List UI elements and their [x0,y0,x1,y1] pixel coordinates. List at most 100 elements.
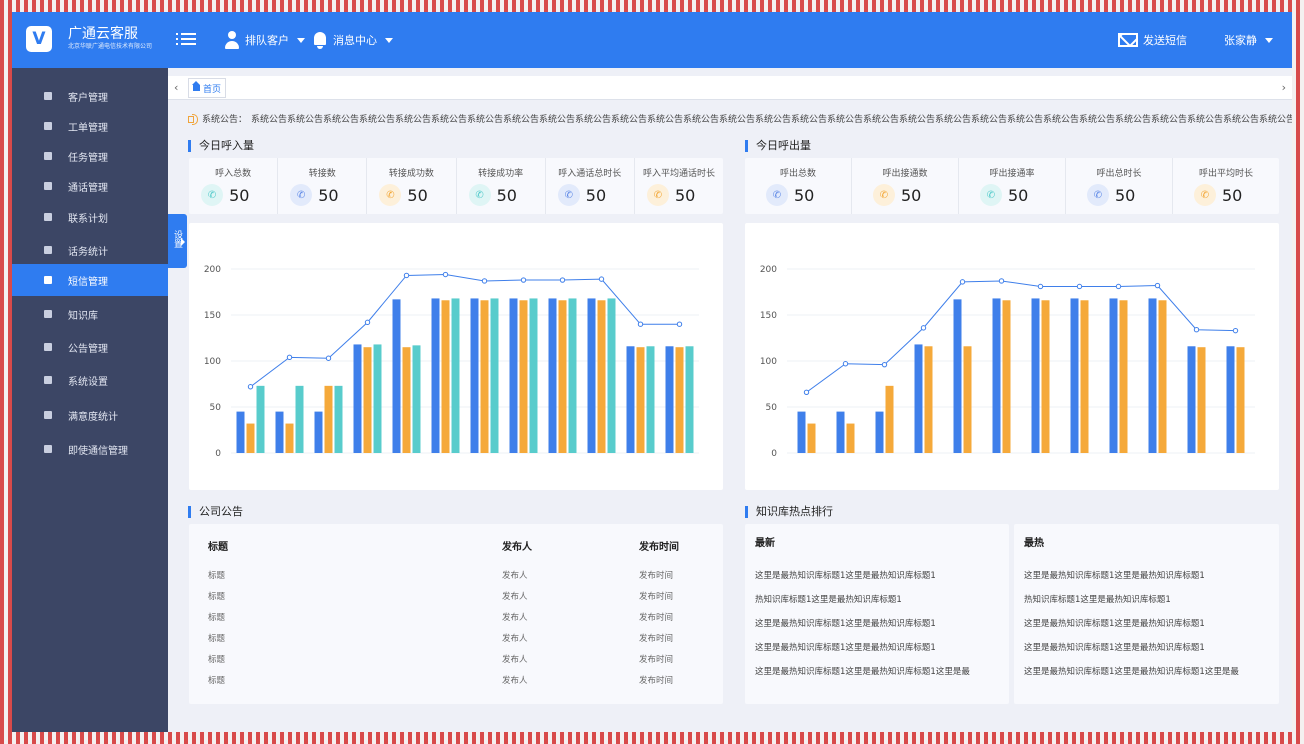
chat-icon [44,445,52,453]
bar-series-0-4 [392,299,401,453]
sidebar-item-sms[interactable]: 短信管理 [12,264,168,296]
document-icon [44,343,52,351]
stat-label: 呼出接通率 [989,169,1035,179]
sidebar-item-call-stats[interactable]: 话务统计 [12,234,168,266]
inbound-stat-1: 转接数 ✆ 50 [278,158,368,214]
user-menu[interactable]: 张家静 [1224,30,1273,50]
bar-series-0-9 [1148,298,1157,453]
sidebar-item-customers[interactable]: 客户管理 [12,80,168,112]
line-point-7 [520,277,527,283]
list-item[interactable]: 这里是最热知识库标题1这里是最热知识库标题1 [1024,643,1205,653]
bar-series-1-9 [1158,300,1167,453]
line-point-8 [1115,283,1122,290]
row-publish-time: 发布时间 [639,655,674,665]
stat-label: 呼出接通数 [882,169,928,179]
row-publisher: 发布人 [502,655,528,665]
sidebar-item-label: 知识库 [68,310,98,322]
list-item[interactable]: 这里是最热知识库标题1这里是最热知识库标题1 [1024,619,1205,629]
menu-toggle-icon[interactable] [176,30,196,48]
top-navbar: V 广通云客服 北京华联广通电信技术有限公司 排队客户 消息中心 发送短信 张家… [12,12,1292,68]
settings-side-tab[interactable]: 设置 [168,214,187,268]
speaker-icon [188,114,198,125]
inbound-stat-3: 转接成功率 ✆ 50 [457,158,546,214]
sidebar-item-label: 任务管理 [68,152,108,164]
chevron-down-icon [385,37,393,43]
list-item[interactable]: 这里是最热知识库标题1这里是最热知识库标题1 [755,643,936,653]
tabs-scroll-left-icon[interactable]: ‹ [174,81,179,94]
line-point-2 [325,355,332,361]
list-item[interactable]: 热知识库标题1这里是最热知识库标题1 [1024,595,1171,605]
stat-value: 50 [1115,186,1136,205]
send-sms-label: 发送短信 [1143,34,1187,47]
sidebar-item-satisfaction[interactable]: 满意度统计 [12,399,168,431]
tabs-scroll-right-icon[interactable]: › [1281,81,1286,94]
line-point-3 [364,319,371,326]
column-header-title: 标题 [208,542,228,553]
document-icon [44,310,52,318]
list-item[interactable]: 热知识库标题1这里是最热知识库标题1 [755,595,902,605]
row-publish-time: 发布时间 [639,571,674,581]
outbound-section-title: 今日呼出量 [745,140,811,152]
row-publisher: 发布人 [502,592,528,602]
task-icon [44,152,52,160]
y-tick-label: 100 [760,357,777,367]
message-center-menu[interactable]: 消息中心 [312,30,393,50]
stat-label: 转接成功数 [388,169,434,179]
row-publish-time: 发布时间 [639,676,674,686]
bar-series-0-5 [431,298,440,453]
bar-series-0-8 [1109,298,1118,453]
bar-series-0-5 [992,298,1001,453]
list-item[interactable]: 这里是最热知识库标题1这里是最热知识库标题1 [1024,571,1205,581]
notice-text: 系统公告系统公告系统公告系统公告系统公告系统公告系统公告系统公告系统公告系统公告… [251,115,1292,125]
outbound-stat-4: 呼出平均时长 ✆ 50 [1173,158,1279,214]
knowledge-newest-panel: 最新 这里是最热知识库标题1这里是最热知识库标题1 热知识库标题1这里是最热知识库… [745,524,1009,704]
list-item[interactable]: 这里是最热知识库标题1这里是最热知识库标题1 [755,571,936,581]
line-point-8 [559,277,566,283]
stat-value: 50 [496,186,517,205]
sidebar-item-calls[interactable]: 通话管理 [12,170,168,202]
list-item[interactable]: 这里是最热知识库标题1这里是最热知识库标题1这里是最 [755,667,970,677]
bar-series-0-4 [953,299,962,453]
stat-value: 50 [674,186,696,205]
stat-value: 50 [318,186,339,205]
sidebar-item-tasks[interactable]: 任务管理 [12,140,168,172]
rate-icon: ✆ [468,184,491,206]
sidebar-item-announcements[interactable]: 公告管理 [12,331,168,363]
send-sms-button[interactable]: 发送短信 [1118,30,1187,50]
sidebar-item-knowledge[interactable]: 知识库 [12,298,168,330]
logo-icon: V [26,26,52,52]
line-point-3 [920,325,927,331]
sidebar-item-tickets[interactable]: 工单管理 [12,110,168,142]
column-header-publisher: 发布人 [502,542,532,553]
line-point-11 [1232,327,1239,334]
bar-series-0-6 [470,298,479,453]
line-point-7 [1076,283,1083,290]
sidebar-item-instant-messaging[interactable]: 即使通信管理 [12,433,168,465]
bar-series-2-7 [529,298,538,453]
queue-customers-menu[interactable]: 排队客户 [224,30,305,50]
bar-series-1-2 [324,385,333,453]
row-title: 标题 [208,613,226,623]
row-title: 标题 [208,676,226,686]
bar-series-1-0 [807,423,816,453]
list-item[interactable]: 这里是最热知识库标题1这里是最热知识库标题1 [755,619,936,629]
bar-series-1-1 [285,423,294,453]
stat-label: 呼入平均通话时长 [642,169,715,179]
sidebar-item-settings[interactable]: 系统设置 [12,364,168,396]
bar-series-0-8 [548,298,557,453]
list-item[interactable]: 这里是最热知识库标题1这里是最热知识库标题1这里是最 [1024,667,1239,677]
line-point-1 [286,354,293,361]
sidebar-item-label: 系统设置 [68,376,108,388]
bar-series-1-5 [441,300,450,453]
tab-home[interactable]: 首页 [188,78,227,98]
y-tick-label: 50 [766,403,778,413]
knowledge-section-title: 知识库热点排行 [745,506,833,518]
shield-icon: ✆ [379,184,402,206]
bar-series-2-1 [295,385,304,453]
y-tick-label: 50 [210,403,222,413]
row-publish-time: 发布时间 [639,613,674,623]
bar-series-0-9 [587,298,596,453]
sidebar-item-contact-plan[interactable]: 联系计划 [12,201,168,233]
stat-label: 呼出平均时长 [1198,169,1253,179]
bar-series-2-0 [256,385,265,453]
